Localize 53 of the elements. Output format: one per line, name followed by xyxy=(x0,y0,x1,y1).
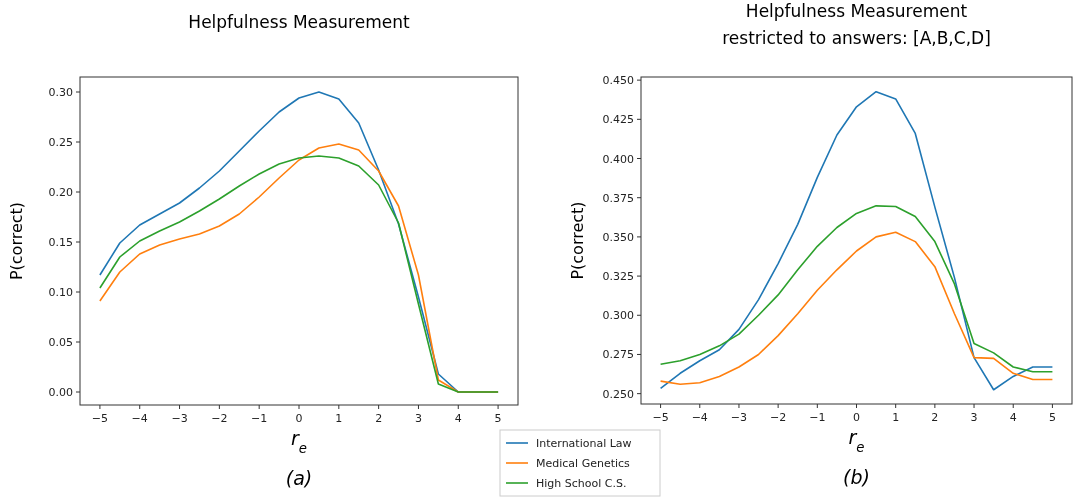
x-tick-label: 0 xyxy=(295,412,303,425)
y-tick-label: 0.275 xyxy=(602,348,634,362)
y-tick-label: 0.15 xyxy=(48,236,73,249)
y-tick-label: 0.30 xyxy=(48,86,73,99)
x-tick-label: 4 xyxy=(1009,411,1017,424)
x-tick-label: −1 xyxy=(251,412,268,425)
x-tick-label: −4 xyxy=(691,411,708,424)
x-tick-label: −2 xyxy=(770,411,787,424)
y-axis-title: P(correct) xyxy=(7,201,26,281)
y-tick-label: 0.450 xyxy=(602,74,634,88)
x-tick-label: 1 xyxy=(892,411,900,424)
x-tick-label: 4 xyxy=(454,412,462,425)
x-tick-label: −4 xyxy=(131,412,148,425)
y-tick-label: 0.10 xyxy=(48,286,73,299)
x-axis-title: r$_{e}$ xyxy=(291,427,307,456)
x-tick-label: 2 xyxy=(375,412,383,425)
y-tick-label: 0.20 xyxy=(48,186,73,199)
line-series xyxy=(659,231,1054,386)
x-tick-label: 5 xyxy=(1048,411,1056,424)
y-tick-label: 0.00 xyxy=(48,386,73,399)
y-tick-label: 0.400 xyxy=(602,152,634,166)
chart-subtitle: restricted to answers: [A,B,C,D] xyxy=(722,28,991,48)
x-tick-label: 2 xyxy=(931,411,939,424)
text: (b) xyxy=(843,466,870,488)
line-series xyxy=(659,205,1054,373)
y-tick-label: 0.250 xyxy=(602,387,634,401)
y-tick-label: 0.25 xyxy=(48,136,73,149)
legend-label: Medical Genetics xyxy=(536,457,631,470)
y-tick-label: 0.325 xyxy=(602,270,634,284)
y-axis-title: P(correct) xyxy=(568,201,587,280)
x-tick-label: 3 xyxy=(970,411,978,424)
legend-label: International Law xyxy=(536,437,632,450)
x-tick-label: −3 xyxy=(730,411,748,424)
x-tick-label: −1 xyxy=(809,411,826,424)
x-tick-label: −5 xyxy=(91,412,109,425)
chart-title: Helpfulness Measurement xyxy=(745,1,968,21)
y-tick-label: 0.05 xyxy=(48,336,73,349)
legend-label: High School C.S. xyxy=(536,477,627,490)
y-tick-label: 0.350 xyxy=(602,230,634,244)
x-tick-label: −5 xyxy=(652,411,669,424)
x-axis-title: r$_{e}$ xyxy=(848,426,865,455)
x-tick-label: 0 xyxy=(853,411,860,424)
y-tick-label: 0.425 xyxy=(602,113,634,127)
text: (a) xyxy=(285,467,313,489)
chart-title: Helpfulness Measurement xyxy=(188,12,410,32)
x-tick-label: 1 xyxy=(335,412,343,425)
x-tick-label: 3 xyxy=(414,412,422,425)
x-tick-label: −3 xyxy=(171,412,188,425)
line-series xyxy=(659,90,1054,391)
y-tick-label: 0.375 xyxy=(602,191,634,205)
y-tick-label: 0.300 xyxy=(602,309,634,323)
x-tick-label: 5 xyxy=(494,412,502,425)
x-tick-label: −2 xyxy=(211,412,228,425)
